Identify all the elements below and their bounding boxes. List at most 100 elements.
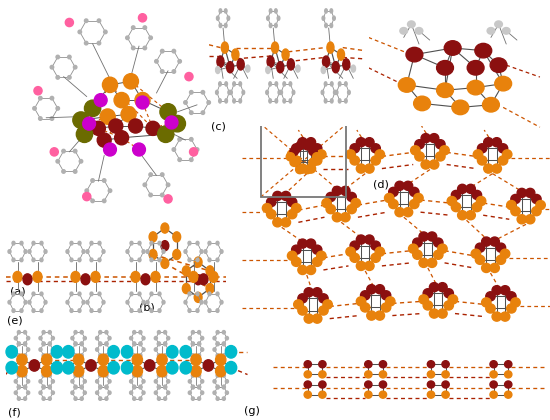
Circle shape — [371, 156, 381, 165]
Circle shape — [298, 239, 307, 248]
Circle shape — [74, 342, 77, 345]
Circle shape — [86, 360, 96, 371]
Circle shape — [490, 361, 497, 368]
Circle shape — [161, 70, 164, 73]
Circle shape — [444, 289, 453, 298]
Circle shape — [239, 99, 241, 103]
Circle shape — [157, 331, 161, 334]
Circle shape — [292, 257, 301, 266]
Circle shape — [203, 360, 213, 371]
Text: (g): (g) — [244, 406, 260, 416]
Circle shape — [80, 342, 83, 346]
Circle shape — [217, 56, 224, 67]
Circle shape — [33, 107, 36, 110]
Circle shape — [330, 9, 333, 13]
Circle shape — [277, 16, 280, 20]
Circle shape — [504, 391, 512, 398]
Circle shape — [139, 342, 142, 345]
Circle shape — [108, 348, 111, 351]
Circle shape — [222, 385, 226, 389]
Circle shape — [91, 121, 106, 135]
Circle shape — [312, 245, 322, 254]
Circle shape — [346, 247, 355, 256]
Circle shape — [149, 232, 157, 242]
Circle shape — [91, 271, 100, 282]
Circle shape — [406, 47, 423, 62]
Circle shape — [532, 207, 541, 216]
Circle shape — [356, 261, 366, 270]
Circle shape — [18, 386, 20, 389]
Circle shape — [130, 258, 133, 262]
Circle shape — [379, 391, 387, 398]
Circle shape — [82, 192, 91, 201]
Circle shape — [26, 348, 30, 351]
Circle shape — [303, 165, 312, 174]
Circle shape — [536, 200, 545, 210]
Circle shape — [188, 348, 191, 351]
Circle shape — [226, 346, 236, 358]
Circle shape — [504, 371, 512, 378]
Circle shape — [216, 331, 219, 334]
Circle shape — [172, 70, 175, 73]
Circle shape — [42, 397, 45, 400]
Circle shape — [222, 354, 226, 357]
Circle shape — [309, 147, 317, 155]
Circle shape — [158, 309, 161, 312]
Circle shape — [98, 397, 102, 400]
Circle shape — [312, 288, 322, 297]
Circle shape — [492, 312, 502, 321]
Circle shape — [98, 309, 101, 312]
Circle shape — [351, 199, 360, 207]
Circle shape — [162, 300, 165, 304]
Circle shape — [133, 331, 136, 334]
Circle shape — [130, 241, 133, 245]
Circle shape — [133, 342, 136, 346]
Circle shape — [365, 235, 374, 244]
Circle shape — [226, 362, 236, 374]
Circle shape — [216, 342, 219, 345]
Circle shape — [326, 205, 336, 214]
Circle shape — [504, 381, 512, 388]
Circle shape — [222, 374, 226, 377]
Circle shape — [503, 150, 512, 159]
Circle shape — [155, 60, 158, 63]
Circle shape — [224, 24, 227, 28]
Circle shape — [139, 386, 142, 389]
Circle shape — [347, 205, 356, 214]
Circle shape — [48, 397, 51, 400]
Circle shape — [298, 265, 307, 275]
Circle shape — [319, 294, 328, 303]
Circle shape — [17, 365, 27, 377]
Circle shape — [161, 173, 164, 176]
Circle shape — [149, 249, 157, 260]
Circle shape — [20, 258, 23, 262]
Circle shape — [157, 386, 161, 389]
Circle shape — [290, 147, 299, 155]
Circle shape — [324, 82, 327, 86]
Circle shape — [18, 342, 20, 345]
Circle shape — [39, 391, 42, 394]
Circle shape — [427, 391, 435, 398]
Circle shape — [458, 184, 467, 194]
Circle shape — [427, 361, 435, 368]
Circle shape — [160, 104, 176, 120]
Circle shape — [172, 148, 175, 151]
Circle shape — [287, 59, 294, 70]
Circle shape — [281, 218, 290, 227]
Circle shape — [312, 144, 322, 153]
Circle shape — [163, 397, 167, 400]
Circle shape — [452, 100, 469, 115]
Circle shape — [157, 397, 161, 400]
Circle shape — [103, 30, 107, 34]
Circle shape — [195, 148, 199, 151]
Circle shape — [466, 184, 475, 194]
Circle shape — [51, 348, 54, 351]
Circle shape — [375, 311, 384, 320]
Circle shape — [157, 365, 167, 377]
Circle shape — [183, 284, 190, 294]
Circle shape — [217, 16, 219, 20]
Circle shape — [365, 391, 372, 398]
Circle shape — [440, 146, 449, 155]
Circle shape — [365, 361, 372, 368]
Circle shape — [155, 380, 157, 383]
